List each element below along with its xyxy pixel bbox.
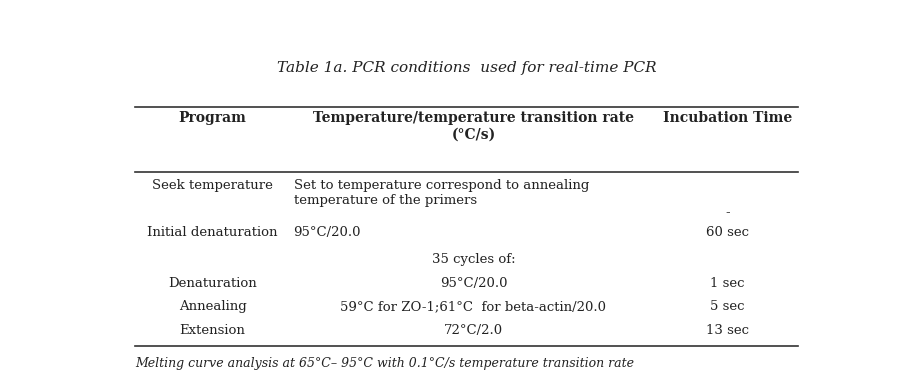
Text: -: - [725, 206, 730, 219]
Text: Incubation Time: Incubation Time [662, 111, 792, 125]
Text: Set to temperature correspond to annealing
temperature of the primers: Set to temperature correspond to anneali… [294, 179, 589, 207]
Text: 72°C/2.0: 72°C/2.0 [444, 324, 503, 337]
Text: 59°C for ZO-1;61°C  for beta-actin/20.0: 59°C for ZO-1;61°C for beta-actin/20.0 [340, 300, 606, 313]
Text: 5 sec: 5 sec [710, 300, 744, 313]
Text: 60 sec: 60 sec [706, 227, 749, 240]
Text: Annealing: Annealing [178, 300, 247, 313]
Text: Program: Program [178, 111, 247, 125]
Text: 95°C/20.0: 95°C/20.0 [440, 277, 507, 290]
Text: Melting curve analysis at 65°C– 95°C with 0.1°C/s temperature transition rate: Melting curve analysis at 65°C– 95°C wit… [135, 356, 634, 369]
Text: Temperature/temperature transition rate
(°C/s): Temperature/temperature transition rate … [313, 111, 634, 141]
Text: Table 1a. PCR conditions  used for real-time PCR: Table 1a. PCR conditions used for real-t… [277, 61, 656, 75]
Text: Extension: Extension [179, 324, 246, 337]
Text: Initial denaturation: Initial denaturation [147, 227, 278, 240]
Text: 13 sec: 13 sec [706, 324, 749, 337]
Text: 1 sec: 1 sec [710, 277, 744, 290]
Text: Denaturation: Denaturation [168, 277, 257, 290]
Text: Seek temperature: Seek temperature [152, 179, 273, 192]
Text: 35 cycles of:: 35 cycles of: [431, 253, 515, 266]
Text: 95°C/20.0: 95°C/20.0 [294, 227, 361, 240]
